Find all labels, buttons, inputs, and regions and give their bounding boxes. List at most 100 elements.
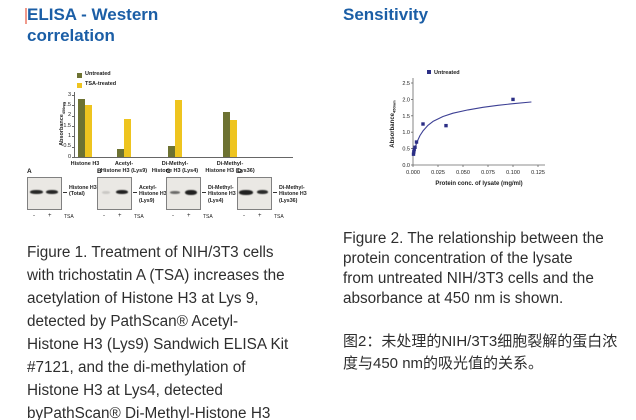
y-tick-label: 0.5 bbox=[63, 143, 71, 150]
band-callout-dash bbox=[133, 192, 137, 193]
x-axis-line bbox=[74, 157, 293, 158]
fit-curve bbox=[412, 101, 532, 156]
blot-band bbox=[256, 190, 268, 194]
y-axis-line bbox=[74, 92, 75, 157]
y-tick-label: 1.0 bbox=[402, 130, 410, 136]
blot-panel-letter: D bbox=[237, 168, 242, 175]
band-callout-dash bbox=[273, 192, 277, 193]
tsa-label: TSA bbox=[64, 214, 74, 220]
blot-band bbox=[102, 190, 110, 194]
blot-band bbox=[239, 189, 253, 195]
data-point-marker bbox=[421, 122, 425, 126]
blot-membrane-box bbox=[97, 177, 132, 210]
bar bbox=[168, 146, 175, 157]
blot-band bbox=[29, 190, 43, 194]
blot-panel-letter: C bbox=[166, 168, 171, 175]
y-tick-label: 0.5 bbox=[402, 147, 410, 153]
x-tick-label: 0.000 bbox=[406, 170, 420, 176]
lane-plus-label: + bbox=[48, 213, 52, 219]
lane-minus-label: - bbox=[172, 213, 174, 219]
blot-band bbox=[185, 189, 197, 195]
data-point-marker bbox=[412, 150, 416, 154]
data-point-marker bbox=[444, 123, 448, 128]
y-axis-label: Absorbance450nm bbox=[390, 100, 397, 148]
category-label: Histone H3 bbox=[70, 161, 100, 167]
legend-label: Untreated bbox=[434, 70, 460, 76]
blot-panel: B Acetyl- Histone H3 (Lys9) - + TSA bbox=[97, 168, 167, 230]
bar bbox=[78, 99, 85, 157]
legend-swatch bbox=[77, 73, 82, 78]
y-tick-label: 2 bbox=[67, 112, 71, 119]
tsa-label: TSA bbox=[203, 214, 213, 220]
figure1-caption: Figure 1. Treatment of NIH/3T3 cells wit… bbox=[27, 244, 289, 420]
bar bbox=[175, 100, 182, 157]
y-tick-label: 1 bbox=[67, 132, 71, 139]
data-point-marker bbox=[414, 140, 419, 144]
blot-band bbox=[46, 190, 58, 194]
section-title-elisa-western: ELISA - Western correlation bbox=[27, 5, 159, 45]
x-tick-label: 0.100 bbox=[506, 170, 520, 176]
data-point-marker bbox=[411, 152, 416, 156]
band-callout-dash bbox=[202, 192, 206, 193]
figure1-western-blot-panels: A Histone H3 (Total) - + TSA B Acetyl- Histone… bbox=[27, 168, 327, 230]
figure2-sensitivity-chart: 0.0 0.5 1.0 1.5 2.0 2.5 0.000 0.025 0.050 0.075 0.… bbox=[390, 70, 545, 187]
bar bbox=[223, 112, 230, 157]
title-accent-mark bbox=[25, 8, 27, 24]
legend-swatch bbox=[427, 70, 431, 74]
y-tick-mark bbox=[72, 136, 74, 138]
category-label: Acetyl- Histone H3 (Lys9) bbox=[100, 161, 148, 174]
band-callout-dash bbox=[63, 192, 67, 193]
y-tick-mark bbox=[72, 95, 74, 96]
blot-band bbox=[116, 190, 128, 194]
y-tick-mark bbox=[72, 126, 74, 127]
bar bbox=[230, 120, 237, 157]
legend-swatch bbox=[77, 83, 82, 88]
x-tick-label: 0.025 bbox=[431, 170, 445, 176]
lane-plus-label: + bbox=[258, 213, 262, 219]
blot-panel-letter: A bbox=[27, 168, 32, 175]
blot-panel: C Di-Methyl- Histone H3 (Lys4) - + TSA bbox=[166, 168, 236, 230]
y-tick-label: 0.0 bbox=[402, 163, 410, 169]
y-tick-mark bbox=[72, 146, 74, 148]
lane-minus-label: - bbox=[103, 213, 105, 219]
bar bbox=[85, 105, 92, 157]
blot-panel: A Histone H3 (Total) - + TSA bbox=[27, 168, 97, 230]
lane-minus-label: - bbox=[33, 213, 35, 219]
data-point-marker bbox=[412, 147, 416, 152]
blot-panel-letter: B bbox=[97, 168, 102, 175]
legend-label: TSA-treated bbox=[85, 81, 117, 87]
y-tick-label: 1.5 bbox=[402, 114, 410, 120]
tsa-label: TSA bbox=[274, 214, 284, 220]
data-point-marker bbox=[511, 97, 515, 102]
category-label: Di-Methyl- Histone H3 (Lys36) bbox=[205, 161, 255, 174]
y-tick-mark bbox=[72, 105, 74, 107]
lane-minus-label: - bbox=[243, 213, 245, 219]
figure2-caption-chinese: 图2：未处理的NIH/3T3细胞裂解的蛋白浓 度与450 nm的吸光值的关系。 bbox=[343, 333, 618, 372]
bar bbox=[117, 149, 124, 157]
legend-label: Untreated bbox=[85, 71, 111, 77]
blot-band bbox=[170, 190, 180, 194]
lane-plus-label: + bbox=[118, 213, 122, 219]
y-tick-label: 1.5 bbox=[63, 122, 71, 129]
y-tick-label: 2.5 bbox=[63, 101, 71, 108]
x-tick-label: 0.125 bbox=[531, 170, 545, 176]
figure1-bar-chart: Untreated TSA-treated Absorbance450nm 0 0.5 1… bbox=[55, 60, 303, 180]
blot-panel: D Di-Methyl- Histone H3 (Lys36) - + TSA bbox=[237, 168, 307, 230]
section-title-sensitivity: Sensitivity bbox=[343, 5, 429, 24]
blot-target-label: Histone H3 (Total) bbox=[69, 185, 97, 198]
category-label: Di-Methyl- Histone H3 (Lys4) bbox=[151, 161, 199, 174]
y-tick-label: 3 bbox=[67, 91, 71, 98]
y-tick-label: 2.5 bbox=[402, 81, 410, 87]
x-axis-label: Protein conc. of lysate (mg/ml) bbox=[435, 181, 522, 187]
x-tick-label: 0.050 bbox=[456, 170, 470, 176]
data-point-marker bbox=[413, 145, 417, 149]
blot-target-label: Di-Methyl- Histone H3 (Lys36) bbox=[279, 185, 307, 204]
tsa-label: TSA bbox=[134, 214, 144, 220]
y-tick-mark bbox=[72, 157, 74, 158]
y-tick-label: 2.0 bbox=[402, 97, 410, 103]
x-tick-label: 0.075 bbox=[481, 170, 495, 176]
y-tick-mark bbox=[72, 115, 74, 117]
figure2-caption-english: Figure 2. The relationship between the p… bbox=[343, 230, 604, 307]
blot-target-label: Acetyl- Histone H3 (Lys9) bbox=[139, 185, 167, 204]
